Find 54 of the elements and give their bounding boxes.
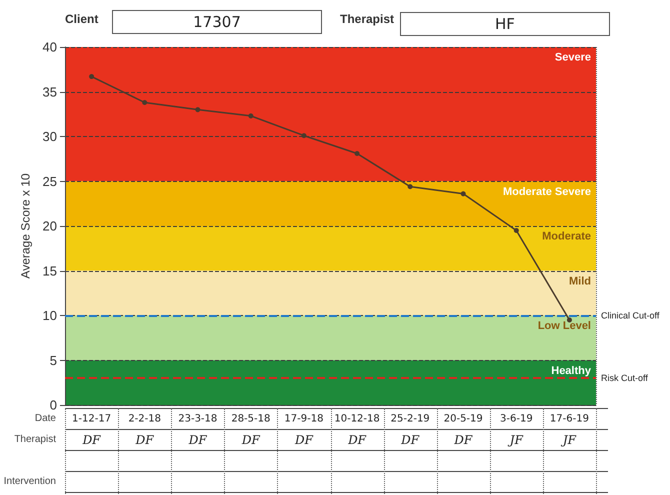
text: Client	[65, 12, 98, 26]
text: 17307	[112, 10, 322, 34]
x-tick-label: 23-3-18	[178, 414, 218, 424]
text: DF	[188, 433, 208, 447]
y-tick-label: 5	[50, 352, 57, 368]
point	[248, 113, 254, 118]
point	[195, 107, 200, 112]
x-tick-label: 25-2-19	[390, 414, 430, 424]
point	[514, 228, 519, 233]
point	[301, 133, 306, 138]
text: DF	[82, 433, 102, 447]
text: Intervention	[2, 476, 56, 487]
y-tick-label: 0	[50, 398, 57, 412]
point	[89, 74, 94, 80]
y-tick-label: 40	[42, 40, 57, 54]
band-label: Moderate	[542, 230, 591, 242]
y-tick-label: 15	[42, 263, 57, 278]
text: DF	[453, 433, 474, 447]
point	[142, 100, 148, 105]
y-tick-label: 35	[42, 84, 57, 100]
point	[408, 184, 413, 190]
x-tick-label: 28-5-18	[231, 414, 270, 424]
text: Therapist	[13, 434, 56, 445]
text: DF	[240, 433, 262, 447]
y-axis-title: Average Score x 10	[18, 173, 33, 279]
x-tick-label: 20-5-19	[444, 414, 483, 424]
x-tick-label: 2-2-18	[128, 414, 161, 424]
band-label: Low Level	[538, 320, 591, 332]
y-tick-label: 30	[42, 129, 57, 144]
text: Date	[34, 413, 56, 424]
band-label: Healthy	[551, 364, 592, 377]
band-label: Mild	[569, 275, 591, 288]
ref-line-label: Clinical Cut-off	[601, 310, 660, 320]
x-tick-label: 1-12-17	[72, 414, 112, 424]
point	[354, 151, 360, 156]
point	[460, 191, 466, 196]
text: Therapist	[340, 12, 394, 26]
y-tick-label: 20	[42, 218, 57, 234]
y-tick-label: 25	[42, 174, 57, 189]
text: DF	[400, 433, 420, 447]
text: HF	[400, 12, 610, 36]
y-tick-label: 10	[42, 308, 57, 323]
text: DF	[347, 433, 368, 447]
text: DF	[294, 433, 314, 447]
x-tick-label: 3-6-19	[500, 414, 533, 424]
x-tick-label: 10-12-18	[334, 414, 380, 424]
band-label: Severe	[554, 52, 591, 64]
x-tick-label: 17-9-18	[284, 414, 324, 424]
ref-line-label: Risk Cut-off	[601, 373, 648, 384]
x-tick-label: 17-6-19	[550, 414, 589, 424]
text: JF	[506, 433, 524, 447]
text: JF	[560, 433, 578, 447]
text: DF	[134, 433, 155, 447]
band-label: Moderate Severe	[502, 186, 591, 198]
